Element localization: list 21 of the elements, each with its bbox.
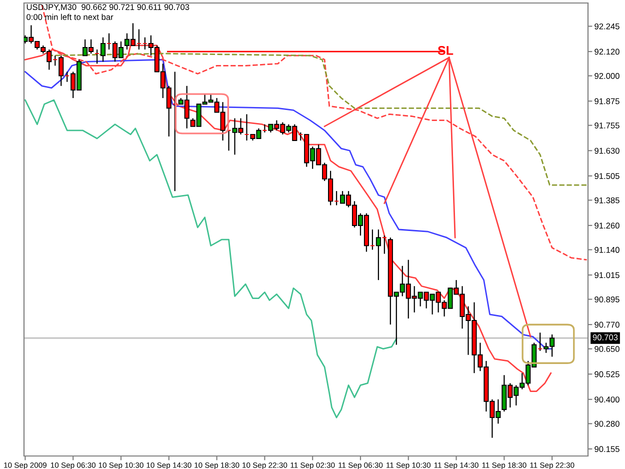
y-tick-label: 90.770 bbox=[594, 322, 620, 328]
annotation: SL bbox=[438, 46, 454, 55]
y-tick-label: 92.245 bbox=[594, 23, 620, 30]
y-tick-label: 92.120 bbox=[594, 48, 620, 55]
y-tick-label: 91.140 bbox=[594, 246, 620, 253]
y-tick-label: 90.650 bbox=[594, 346, 620, 352]
y-tick-label: 91.015 bbox=[594, 272, 620, 278]
y-tick-label: 90.525 bbox=[594, 371, 620, 378]
y-tick-label: 91.505 bbox=[594, 173, 620, 180]
ref-line-label: 90.703 bbox=[592, 334, 618, 340]
y-tick-label: 90.400 bbox=[594, 396, 620, 402]
y-tick-label: 91.385 bbox=[594, 197, 620, 204]
y-tick-label: 90.280 bbox=[594, 420, 620, 427]
annotation: 0:00 min left to next bar bbox=[26, 14, 114, 20]
y-tick-label: 91.630 bbox=[594, 148, 620, 154]
y-tick-label: 90.155 bbox=[594, 446, 620, 452]
y-tick-label: 90.895 bbox=[594, 296, 620, 302]
y-tick-label: 91.875 bbox=[594, 98, 620, 104]
y-tick-label: 92.000 bbox=[594, 73, 620, 79]
y-tick-label: 91.260 bbox=[594, 222, 620, 229]
y-tick-label: 91.755 bbox=[594, 122, 620, 128]
